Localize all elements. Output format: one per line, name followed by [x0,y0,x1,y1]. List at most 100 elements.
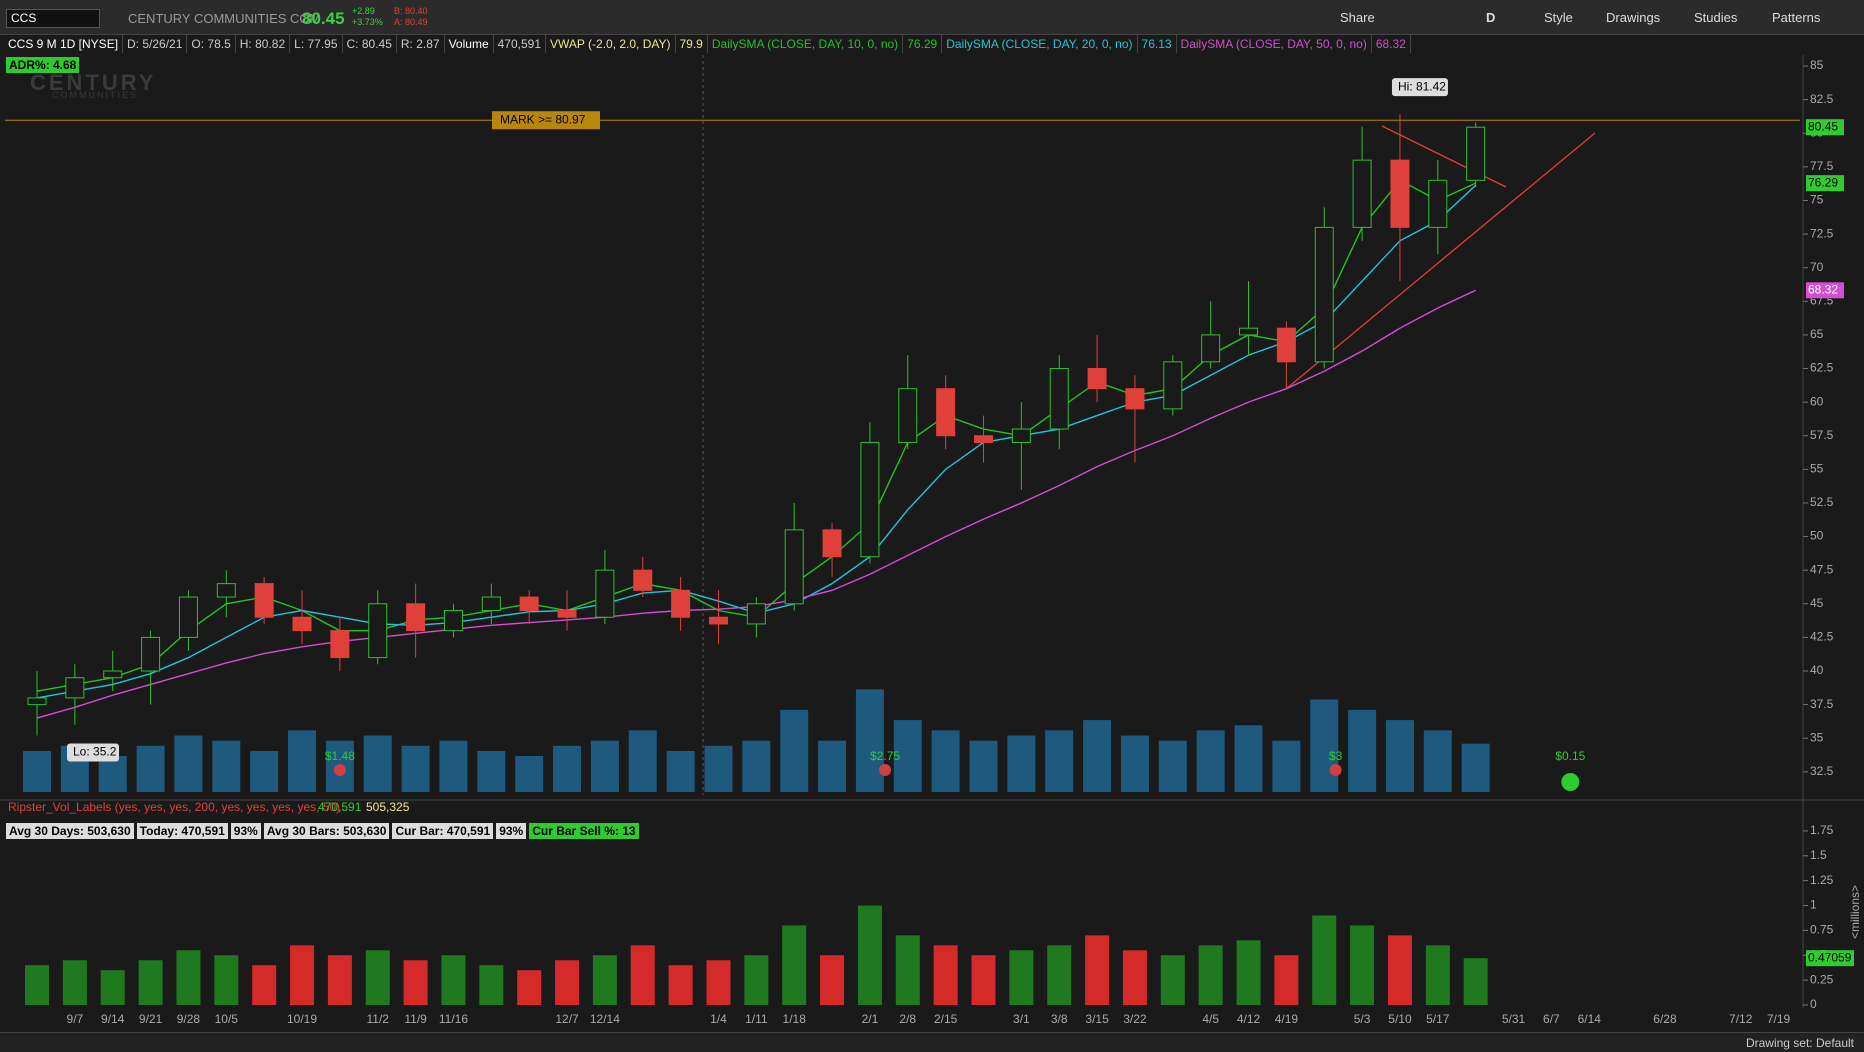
study-value: 76.13 [1138,35,1177,53]
volume-overlay-bar [136,745,165,792]
volume-bar [1350,925,1375,1005]
x-tick-label: 11/9 [404,1012,427,1026]
y-tick-label: 52.5 [1810,495,1834,509]
x-tick-label: 1/4 [710,1012,727,1026]
stat-box: Today: 470,591 [136,823,228,839]
y-tick-label: 0.25 [1810,972,1834,986]
info-item: C: 80.45 [343,35,397,53]
trend-line[interactable] [1381,125,1507,188]
volume-overlay-bar [1385,720,1414,792]
y-tick-label: 42.5 [1810,630,1834,644]
volume-bar [706,960,731,1005]
volume-overlay-bar [477,750,506,792]
volume-overlay-bar [439,740,468,792]
hi-box [1391,78,1448,97]
candle-body [1314,226,1334,363]
y-axis-label: <millions> [1848,885,1862,939]
x-tick-label: 1/18 [783,1012,807,1026]
x-tick-label: 12/7 [555,1012,579,1026]
study-title: Ripster_Vol_Labels (yes, yes, yes, 200, … [8,800,340,814]
candle-body [481,596,501,612]
volume-overlay-bar [1158,740,1187,792]
candle-body [671,589,691,618]
info-item: 79.9 [676,35,708,53]
volume-bar [1387,935,1412,1005]
candle-body [65,677,85,699]
volume-bar [1463,958,1488,1005]
volume-bar [252,965,277,1005]
drawings-button[interactable]: Drawings [1606,10,1661,25]
patterns-button[interactable]: Patterns [1772,10,1821,25]
x-tick-label: 6/28 [1653,1012,1677,1026]
y-tick-label: 40 [1810,663,1824,677]
stat-box: Cur Bar: 470,591 [392,823,494,839]
volume-bar [744,955,769,1005]
symbol-input[interactable]: CCS [6,9,100,28]
x-tick-label: 9/7 [67,1012,84,1026]
volume-overlay-bar [1234,725,1263,792]
volume-bar [1047,945,1072,1005]
event-icon [333,764,346,776]
volume-bar [933,945,958,1005]
event-icon [1329,764,1342,776]
period-button[interactable]: D [1486,10,1496,25]
y-tick-label: 1.25 [1810,873,1834,887]
share-button[interactable]: Share [1340,10,1375,25]
x-tick-label: 3/22 [1123,1012,1147,1026]
sma-badge: 68.32 [1808,282,1838,296]
study-value: 76.29 [903,35,943,53]
status-bar: Drawing set: Default [0,1032,1864,1052]
study-label: DailySMA (CLOSE, DAY, 10, 0, no) [708,35,904,53]
sma-badge-bg [1806,175,1844,192]
volume-bar [365,950,390,1005]
y-tick-label: 85 [1810,58,1824,72]
sma-badge-bg [1806,282,1844,299]
candle-body [254,583,274,618]
y-tick-label: 47.5 [1810,562,1834,576]
candle-body [1276,327,1296,363]
candle-body [557,610,577,618]
x-tick-label: 3/1 [1013,1012,1030,1026]
stat-box: Cur Bar Sell %: 13 [529,823,639,839]
style-button[interactable]: Style [1544,10,1573,25]
event-label: $0.15 [1555,749,1585,763]
x-tick-label: 9/14 [101,1012,125,1026]
watermark-sub: COMMUNITIES [52,90,138,100]
volume-bar [1085,935,1110,1005]
x-tick-label: 4/5 [1202,1012,1219,1026]
candle-body [1466,126,1486,181]
y-tick-label: 65 [1810,327,1824,341]
event-label: $1.48 [325,749,355,763]
candle-body [1239,327,1259,336]
info-item: H: 80.82 [236,35,291,53]
candle-body [1201,334,1221,363]
volume-overlay-bar [98,756,127,792]
candle-body [292,616,312,632]
volume-bar [668,965,693,1005]
y-tick-label: 57.5 [1810,428,1834,442]
volume-bar [1312,915,1337,1005]
x-tick-label: 5/3 [1354,1012,1371,1026]
volume-badge: 0.47059 [1808,950,1852,964]
volume-bar [1160,955,1185,1005]
studies-button[interactable]: Studies [1694,10,1738,25]
sma-line [36,289,1476,719]
adr-label: ADR%: 4.68 [6,57,80,73]
volume-bar [1274,955,1299,1005]
candle-body [595,569,615,618]
volume-overlay-bar [969,740,998,792]
trend-line[interactable] [1285,132,1596,390]
y-tick-label: 70 [1810,260,1824,274]
study-value: 505,325 [366,800,410,814]
info-item: D: 5/26/21 [123,35,188,53]
volume-overlay-bar [250,750,279,792]
volume-bar [782,925,807,1005]
x-tick-label: 1/11 [745,1012,768,1026]
volume-overlay-bar [515,756,544,792]
volume-overlay-bar [590,740,619,792]
change-pct: +3.73% [352,17,383,27]
info-item: VWAP (-2.0, 2.0, DAY) [546,35,676,53]
x-tick-label: 4/12 [1237,1012,1261,1026]
volume-bar [895,935,920,1005]
